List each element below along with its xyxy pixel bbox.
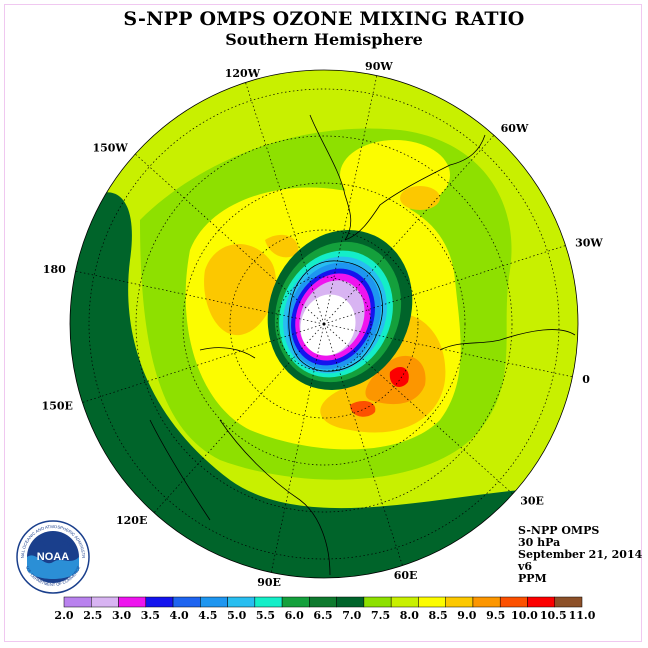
colorbar-tick-label: 11.0: [568, 609, 596, 622]
orange-patch-north: [400, 186, 440, 210]
map-title: S-NPP OMPS OZONE MIXING RATIO: [123, 8, 525, 30]
colorbar-tick-label: 8.5: [428, 609, 448, 622]
latitude-circles: [88, 88, 560, 560]
lat-circle-5: [88, 88, 560, 560]
colorbar-tick-label: 9.5: [486, 609, 506, 622]
orange-patch-nw: [265, 234, 299, 258]
colorbar-tick-label: 7.0: [342, 609, 362, 622]
orange-patch-west: [204, 243, 276, 336]
colorbar-tick-label: 9.0: [457, 609, 477, 622]
noaa-logo: NOAA NATIONAL OCEANIC AND ATMOSPHERIC AD…: [16, 520, 90, 594]
red-orange-patch-south: [350, 400, 376, 417]
info-level: 30 hPa: [518, 536, 561, 549]
longitude-label: 60W: [501, 122, 529, 135]
longitude-labels: 90W 60W 30W 0 30E 60E 90E 120E 150E 180 150W 120W: [42, 60, 604, 589]
longitude-label: 30W: [575, 236, 603, 249]
longitude-label: 30E: [520, 495, 544, 508]
longitude-label: 150E: [42, 400, 73, 413]
longitude-label: 90E: [257, 576, 281, 589]
australia-coast: [219, 419, 331, 576]
logo-text: NOAA: [37, 551, 69, 563]
map-border: [69, 69, 579, 579]
africa-south: [439, 329, 576, 351]
longitude-label: 0: [582, 373, 590, 386]
colorbar-tick-label: 5.0: [227, 609, 247, 622]
pacific-islands: [149, 419, 211, 521]
colorbar-tick-label: 6.5: [313, 609, 333, 622]
colorbar-tick-label: 2.0: [54, 609, 74, 622]
colorbar-tick-label: 7.5: [370, 609, 391, 622]
lat-circle-2: [229, 229, 419, 419]
antarctica-coast: [288, 260, 383, 372]
info-instrument: S-NPP OMPS: [518, 524, 600, 537]
lat-circle-1: [276, 276, 372, 372]
red-maximum: [389, 367, 409, 387]
colorbar-tick-label: 3.0: [111, 609, 132, 622]
map-subtitle: Southern Hemisphere: [225, 30, 423, 49]
colorbar-tick-label: 4.0: [169, 609, 189, 622]
lat-circle-4: [135, 135, 513, 513]
lat-circle-3: [182, 182, 466, 466]
colorbar-tick-label: 8.0: [399, 609, 419, 622]
longitude-label: 120E: [116, 514, 147, 527]
colorbar-tick-label: 3.5: [140, 609, 160, 622]
info-version: v6: [518, 560, 533, 573]
colorbar-tick-label: 5.5: [255, 609, 276, 622]
new-zealand-area: [199, 347, 256, 359]
south-america-east: [344, 134, 486, 241]
colorbar-tick-label: 6.0: [284, 609, 304, 622]
info-date: September 21, 2014: [518, 548, 643, 561]
longitude-label: 90W: [365, 60, 393, 73]
info-units: PPM: [518, 572, 547, 585]
ozone-field: [70, 70, 578, 578]
longitude-label: 180: [43, 263, 66, 276]
colorbar-tick-label: 4.5: [198, 609, 218, 622]
longitude-label: 150W: [92, 141, 128, 154]
longitude-label: 120W: [225, 67, 261, 80]
longitude-label: 60E: [394, 569, 418, 582]
colorbar-tick-label: 10.5: [539, 609, 567, 622]
south-pole-marker: [322, 322, 326, 326]
dark-green-band: [70, 192, 578, 578]
colorbar-tick-label: 10.0: [511, 609, 538, 622]
colorbar-tick-label: 2.5: [83, 609, 103, 622]
